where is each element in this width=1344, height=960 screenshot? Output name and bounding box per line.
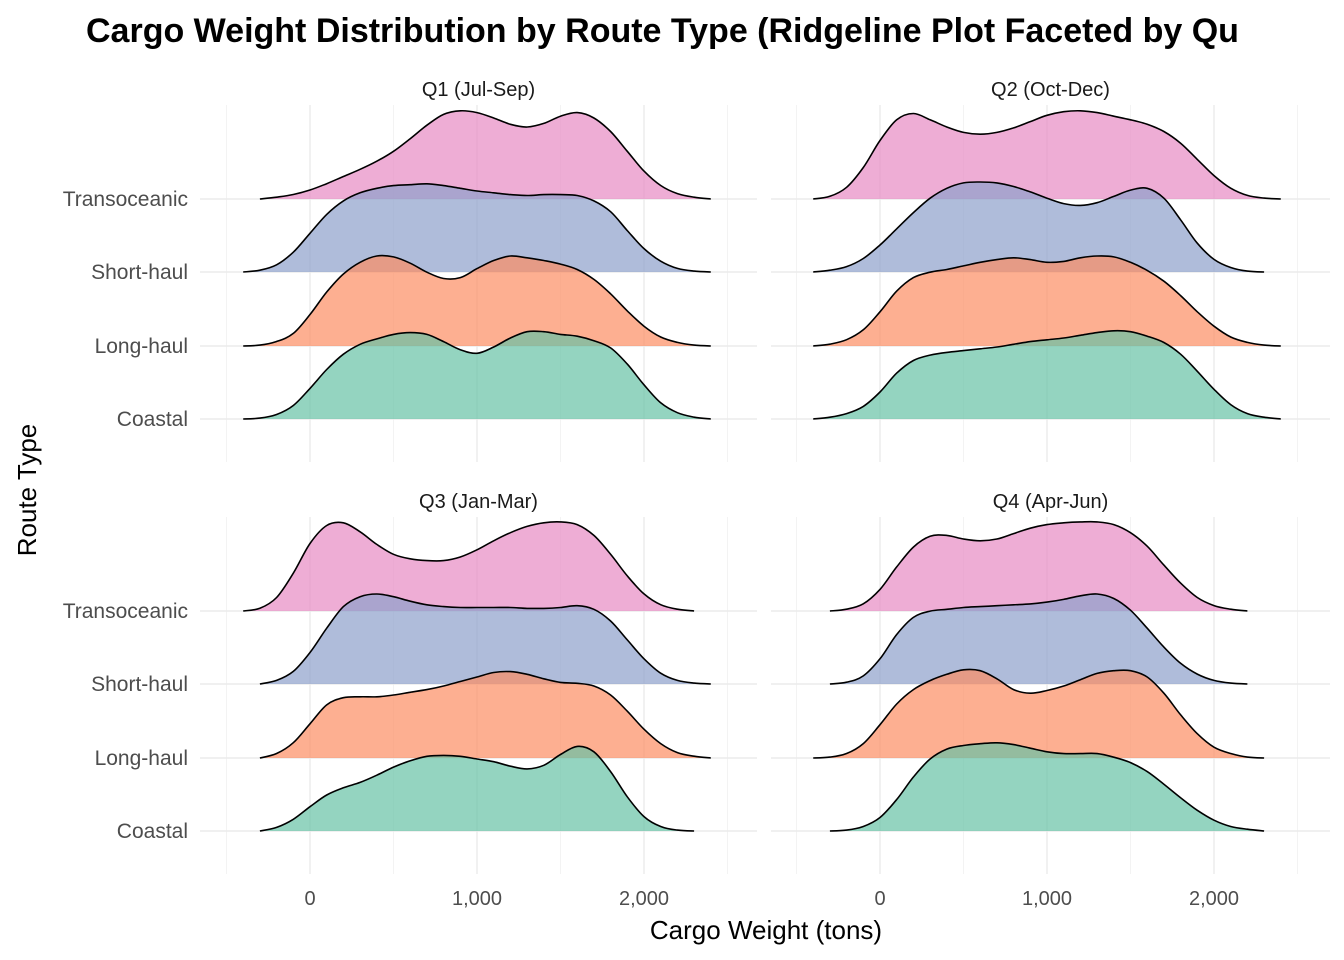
y-tick-label-long-haul: Long-haul xyxy=(95,335,188,358)
y-tick-label-coastal: Coastal xyxy=(117,820,188,843)
ridge-line-coastal xyxy=(813,329,1281,420)
chart-title: Cargo Weight Distribution by Route Type … xyxy=(86,12,1239,50)
ridge-fill-long-haul xyxy=(243,255,711,346)
x-tick-label: 2,000 xyxy=(619,888,669,910)
ridge-fill-transoceanic xyxy=(259,110,711,199)
ridge-line-short-haul xyxy=(243,182,711,273)
ridge-fill-transoceanic xyxy=(243,521,695,611)
ridge-line-transoceanic xyxy=(259,109,711,200)
ridge-line-transoceanic xyxy=(829,520,1248,612)
x-axis-label: Cargo Weight (tons) xyxy=(650,915,882,945)
ridge-line-long-haul xyxy=(259,670,711,759)
facet-panel-q4-apr-jun: Q4 (Apr-Jun) 0 1,000 2,000 xyxy=(771,491,1330,910)
ridge-line-coastal xyxy=(243,330,711,420)
x-tick-label: 1,000 xyxy=(452,888,502,910)
ridge-fill-long-haul xyxy=(813,669,1265,758)
ridge-fill-coastal xyxy=(829,742,1265,831)
y-tick-label-short-haul: Short-haul xyxy=(91,261,188,284)
y-tick-label-short-haul: Short-haul xyxy=(91,673,188,696)
ridge-fill-long-haul xyxy=(813,255,1281,346)
ridge-fill-coastal xyxy=(259,746,695,831)
ridge-line-coastal xyxy=(829,741,1265,832)
ridge-fill-long-haul xyxy=(259,671,711,758)
ridge-line-long-haul xyxy=(243,254,711,347)
ridge-fill-short-haul xyxy=(829,593,1248,684)
y-tick-label-coastal: Coastal xyxy=(117,408,188,431)
x-tick-label: 1,000 xyxy=(1022,888,1072,910)
x-tick-label: 2,000 xyxy=(1189,888,1239,910)
ridge-fill-short-haul xyxy=(259,594,711,684)
facet-strip-label: Q4 (Apr-Jun) xyxy=(993,491,1109,513)
ridge-fill-short-haul xyxy=(813,181,1265,272)
y-axis-label: Route Type xyxy=(12,424,42,557)
facet-strip-label: Q3 (Jan-Mar) xyxy=(419,491,538,513)
facet-strip-label: Q2 (Oct-Dec) xyxy=(991,79,1110,101)
ridge-line-short-haul xyxy=(829,593,1248,685)
x-tick-label: 0 xyxy=(874,888,885,910)
ridge-fill-transoceanic xyxy=(829,521,1248,611)
ridge-fill-coastal xyxy=(243,331,711,419)
facet-panels: Q1 (Jul-Sep) Coastal Long-haul Short-haul Tr… xyxy=(63,79,1330,910)
ridge-fill-transoceanic xyxy=(813,110,1281,199)
y-tick-label-long-haul: Long-haul xyxy=(95,747,188,770)
facet-panel-q1-jul-sep: Q1 (Jul-Sep) Coastal Long-haul Short-haul Tr… xyxy=(63,79,757,462)
ridge-line-long-haul xyxy=(813,668,1265,759)
ridge-fill-coastal xyxy=(813,330,1281,419)
ridge-line-short-haul xyxy=(813,181,1265,273)
y-tick-label-transoceanic: Transoceanic xyxy=(63,600,188,623)
ridge-line-long-haul xyxy=(813,255,1281,347)
ridge-line-coastal xyxy=(259,745,695,832)
ridge-line-transoceanic xyxy=(813,109,1281,200)
y-tick-label-transoceanic: Transoceanic xyxy=(63,188,188,211)
facet-panel-q2-oct-dec: Q2 (Oct-Dec) xyxy=(771,79,1330,462)
facet-strip-label: Q1 (Jul-Sep) xyxy=(422,79,535,101)
facet-panel-q3-jan-mar: Q3 (Jan-Mar) Coastal Long-haul Short-haul Tr… xyxy=(63,491,757,910)
ridge-line-short-haul xyxy=(259,593,711,685)
ridge-line-transoceanic xyxy=(243,521,695,612)
x-tick-label: 0 xyxy=(304,888,315,910)
ridge-fill-short-haul xyxy=(243,183,711,272)
